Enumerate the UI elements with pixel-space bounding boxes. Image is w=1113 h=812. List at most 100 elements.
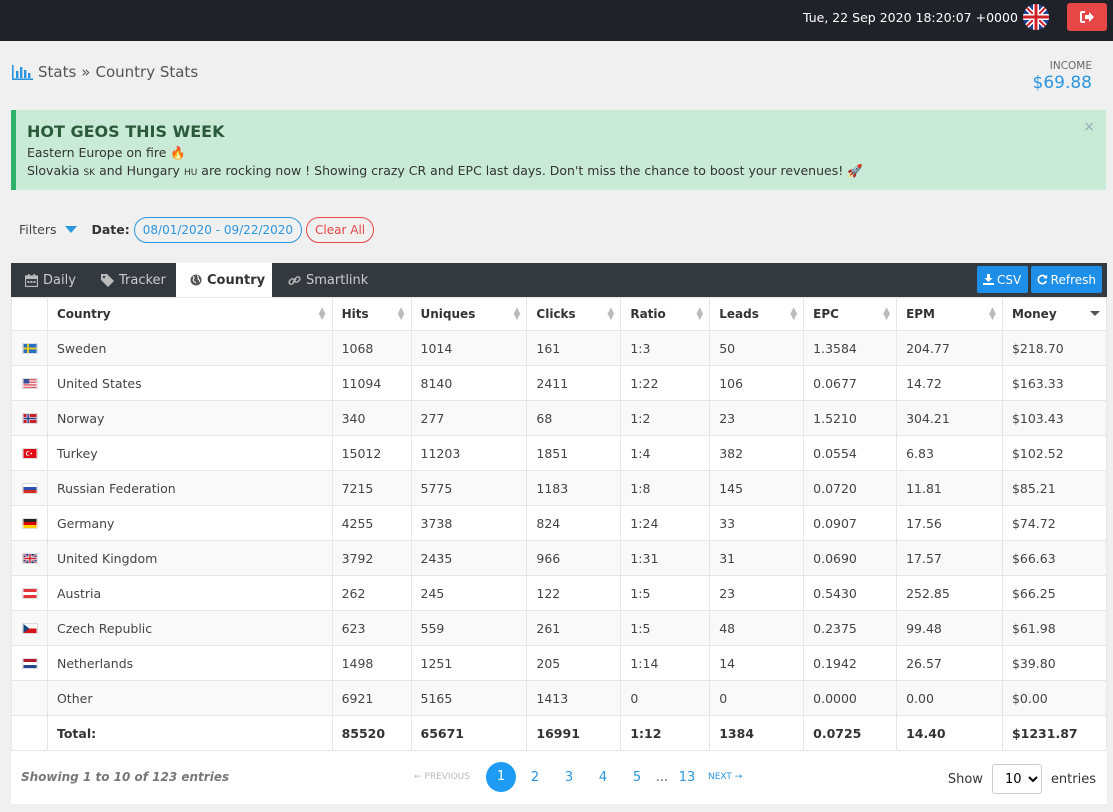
table-row: United Kingdom 3792 2435 966 1:31 31 0.0690 17.… xyxy=(11,540,1108,576)
cell-ratio: 1:14 xyxy=(620,645,711,681)
next-page-button[interactable]: NEXT → xyxy=(707,772,743,782)
total-ratio: 1:12 xyxy=(620,715,711,751)
column-header-ratio[interactable]: Ratio ▲ ▼ xyxy=(620,297,711,331)
alert-title: HOT GEOS THIS WEEK xyxy=(27,122,225,141)
cell-country: Germany xyxy=(46,505,333,541)
page-button-last[interactable]: 13 xyxy=(678,769,696,785)
column-header-epm[interactable]: EPM ▲ ▼ xyxy=(896,297,1003,331)
page-button[interactable]: 5 xyxy=(632,769,642,785)
cell-hits: 340 xyxy=(331,400,412,436)
cell-epc: 0.0000 xyxy=(803,680,898,716)
flag-tr-icon xyxy=(11,435,48,471)
cell-leads: 145 xyxy=(709,470,805,506)
cell-hits: 7215 xyxy=(331,470,412,506)
tab-smartlink[interactable]: Smartlink xyxy=(288,263,368,297)
page-size-control: Show 10 entries xyxy=(948,764,1096,794)
cell-hits: 4255 xyxy=(331,505,412,541)
alert-text-c: are rocking now ! Showing crazy CR and E… xyxy=(201,163,863,178)
cell-hits: 262 xyxy=(331,575,412,611)
column-header-clicks[interactable]: Clicks ▲ ▼ xyxy=(526,297,622,331)
refresh-button[interactable]: Refresh xyxy=(1031,266,1102,293)
cell-clicks: 824 xyxy=(526,505,622,541)
cell-epm: 204.77 xyxy=(896,330,1003,366)
income-label: INCOME xyxy=(1049,60,1092,72)
flag-empty xyxy=(11,680,48,716)
column-header-leads[interactable]: Leads ▲ ▼ xyxy=(709,297,805,331)
cell-ratio: 1:5 xyxy=(620,575,711,611)
cell-uniques: 559 xyxy=(410,610,528,646)
tab-tracker[interactable]: Tracker xyxy=(101,263,166,297)
cell-epm: 99.48 xyxy=(896,610,1003,646)
caret-down-icon[interactable] xyxy=(65,226,78,233)
cell-country: Russian Federation xyxy=(46,470,333,506)
table-row: Netherlands 1498 1251 205 1:14 14 0.1942 26.57 $… xyxy=(11,645,1108,681)
cell-uniques: 3738 xyxy=(410,505,528,541)
cell-clicks: 261 xyxy=(526,610,622,646)
table-row: Other 6921 5165 1413 0 0 0.0000 0.00 $0.00 xyxy=(11,680,1108,716)
column-header-country-label: Country xyxy=(56,307,111,321)
page-size-select[interactable]: 10 xyxy=(991,764,1042,794)
pagination: ← PREVIOUS 1 2 3 4 5 ... 13 NEXT → xyxy=(414,762,742,792)
cell-clicks: 1413 xyxy=(526,680,622,716)
alert-close-button[interactable]: × xyxy=(1083,119,1095,135)
cell-country: Netherlands xyxy=(46,645,333,681)
cell-uniques: 1014 xyxy=(410,330,528,366)
column-header-uniques[interactable]: Uniques ▲ ▼ xyxy=(410,297,528,331)
sort-icon: ▲ ▼ xyxy=(397,306,405,322)
sort-icon: ▲ ▼ xyxy=(607,306,615,322)
table-total-row: Total: 85520 65671 16991 1:12 1384 0.0725 14.40… xyxy=(11,715,1108,751)
flag-at-icon xyxy=(11,575,48,611)
cell-money: $66.25 xyxy=(1001,575,1108,611)
cell-epm: 0.00 xyxy=(896,680,1003,716)
csv-button[interactable]: CSV xyxy=(977,266,1028,293)
total-clicks: 16991 xyxy=(526,715,622,751)
column-header-hits[interactable]: Hits ▲ ▼ xyxy=(331,297,412,331)
cell-epm: 26.57 xyxy=(896,645,1003,681)
sort-icon: ▲ ▼ xyxy=(989,306,996,322)
filters-toggle[interactable]: Filters xyxy=(19,222,57,237)
income-widget: INCOME $69.88 xyxy=(1033,60,1092,93)
flag-gb-icon xyxy=(11,540,48,576)
refresh-label: Refresh xyxy=(1050,272,1096,287)
tab-daily[interactable]: Daily xyxy=(25,263,76,297)
clear-all-button[interactable]: Clear All xyxy=(306,216,375,243)
cell-country: United Kingdom xyxy=(46,540,333,576)
globe-icon xyxy=(190,274,202,286)
cell-uniques: 245 xyxy=(410,575,528,611)
cell-clicks: 2411 xyxy=(526,365,622,401)
cell-leads: 14 xyxy=(709,645,805,681)
column-header-country[interactable]: Country ▲ ▼ xyxy=(46,297,333,331)
pagination-ellipsis: ... xyxy=(655,769,669,785)
cell-epm: 17.57 xyxy=(896,540,1003,576)
tab-country[interactable]: Country xyxy=(176,263,272,297)
calendar-icon xyxy=(25,273,38,287)
column-header-epc[interactable]: EPC ▲ ▼ xyxy=(803,297,898,331)
column-header-money[interactable]: Money xyxy=(1001,297,1108,331)
stats-panel: Daily Tracker Country Smartlink xyxy=(11,263,1108,804)
filter-bar: Filters Date: 08/01/2020 - 09/22/2020 Cl… xyxy=(19,216,375,243)
hot-geos-alert: HOT GEOS THIS WEEK Eastern Europe on fir… xyxy=(11,110,1106,190)
cell-money: $102.52 xyxy=(1001,435,1108,471)
flag-de-icon xyxy=(11,505,48,541)
date-range-picker[interactable]: 08/01/2020 - 09/22/2020 xyxy=(133,216,303,243)
cell-leads: 0 xyxy=(709,680,805,716)
cell-leads: 50 xyxy=(709,330,805,366)
flag-code-sk: SK xyxy=(83,168,96,178)
flag-nl-icon xyxy=(11,645,48,681)
page-button[interactable]: 3 xyxy=(564,769,574,785)
previous-page-button[interactable]: ← PREVIOUS xyxy=(414,772,470,782)
uk-flag-language-icon[interactable] xyxy=(1023,4,1049,30)
page-button[interactable]: 1 xyxy=(485,762,516,792)
sort-icon: ▲ ▼ xyxy=(513,306,521,322)
breadcrumb-stats-link[interactable]: Stats xyxy=(38,63,77,81)
cell-epc: 0.0554 xyxy=(803,435,898,471)
top-bar: Tue, 22 Sep 2020 18:20:07 +0000 xyxy=(0,0,1113,41)
tab-tracker-label: Tracker xyxy=(119,272,166,288)
cell-epm: 252.85 xyxy=(896,575,1003,611)
cell-money: $85.21 xyxy=(1001,470,1108,506)
page-button[interactable]: 2 xyxy=(530,769,540,785)
csv-label: CSV xyxy=(997,272,1022,287)
page-button[interactable]: 4 xyxy=(598,769,608,785)
entries-label: entries xyxy=(1050,771,1096,787)
logout-button[interactable] xyxy=(1067,3,1107,31)
